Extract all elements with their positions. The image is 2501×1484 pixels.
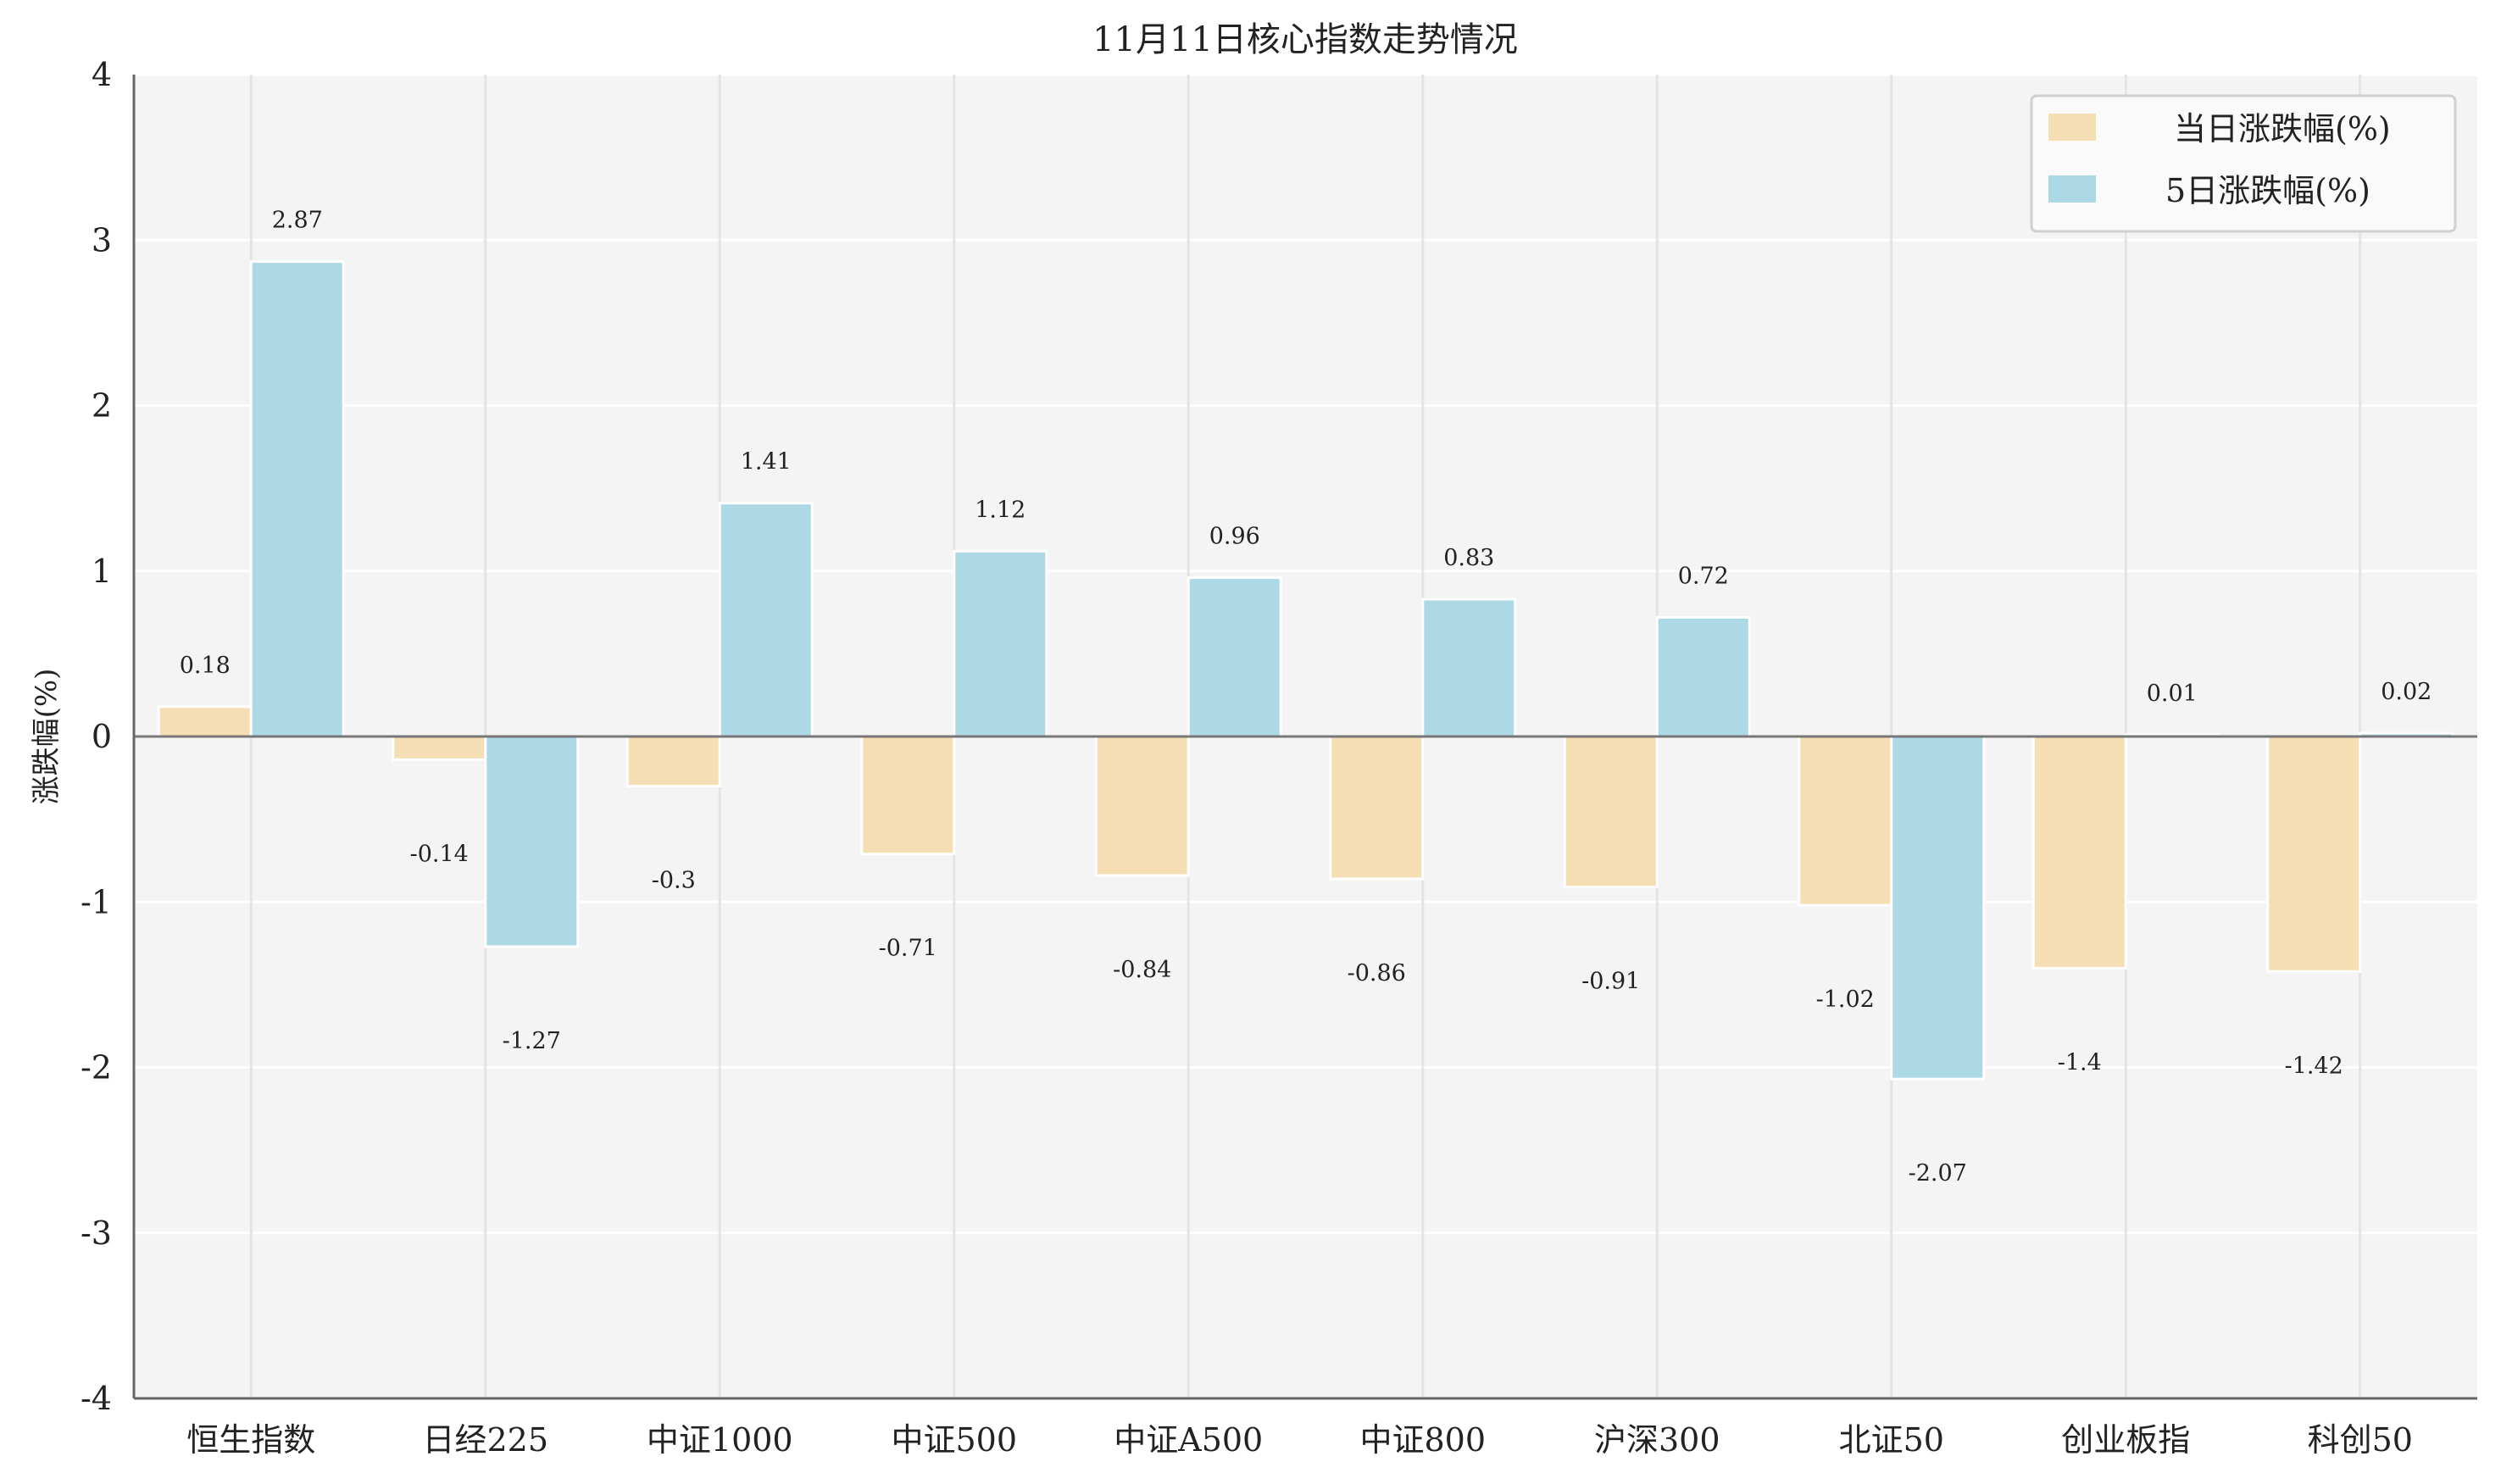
bar-daily bbox=[157, 705, 253, 738]
data-label: -0.86 bbox=[1348, 960, 1406, 987]
legend-swatch-5day bbox=[2048, 175, 2096, 203]
bar-5day bbox=[1655, 615, 1751, 738]
data-label: -1.27 bbox=[503, 1028, 561, 1054]
bar-daily bbox=[1329, 735, 1425, 881]
bar-5day bbox=[1421, 597, 1517, 738]
legend-swatch-daily bbox=[2048, 114, 2096, 141]
bar-5day bbox=[1187, 576, 1282, 738]
x-tick-label: 创业板指 bbox=[2061, 1421, 2190, 1459]
bar-5day bbox=[484, 735, 580, 948]
data-label: 0.01 bbox=[2147, 681, 2198, 707]
data-label: -1.42 bbox=[2285, 1053, 2343, 1079]
data-label: 0.18 bbox=[180, 653, 231, 679]
bar-5day bbox=[953, 549, 1048, 738]
x-tick-label: 科创50 bbox=[2308, 1421, 2413, 1459]
x-tick-label: 中证800 bbox=[1359, 1421, 1486, 1459]
y-tick-label: -3 bbox=[81, 1214, 112, 1252]
y-tick-label: -2 bbox=[81, 1049, 112, 1087]
data-label: -0.71 bbox=[879, 936, 937, 962]
y-tick-label: 2 bbox=[92, 387, 112, 425]
data-label: 0.96 bbox=[1209, 524, 1260, 550]
x-tick-label: 中证1000 bbox=[647, 1421, 793, 1459]
bar-daily bbox=[1798, 735, 1893, 907]
legend: 当日涨跌幅(%) 5日涨跌幅(%) bbox=[2030, 94, 2457, 233]
y-tick-label: 0 bbox=[92, 718, 112, 755]
legend-label-5day: 5日涨跌幅(%) bbox=[2165, 172, 2370, 209]
x-tick-label: 日经225 bbox=[422, 1421, 548, 1459]
x-tick-label: 沪深300 bbox=[1594, 1421, 1720, 1459]
bar-5day bbox=[1890, 735, 1986, 1081]
x-tick-label: 中证A500 bbox=[1114, 1421, 1263, 1459]
legend-box bbox=[2030, 94, 2457, 233]
data-labels: 0.18 -0.14 -0.3 -0.71 -0.84 -0.86 -0.91 -1.02 -1… bbox=[180, 208, 2432, 1187]
x-tick-label: 恒生指数 bbox=[186, 1421, 315, 1459]
x-tick-label: 中证500 bbox=[891, 1421, 1017, 1459]
bar-daily bbox=[2031, 735, 2127, 970]
data-label: -0.84 bbox=[1113, 957, 1171, 983]
data-label: -0.91 bbox=[1581, 969, 1640, 995]
legend-label-daily: 当日涨跌幅(%) bbox=[2174, 110, 2391, 147]
bar-daily bbox=[625, 735, 721, 788]
data-label: -1.02 bbox=[1816, 987, 1875, 1013]
chart-title: 11月11日核心指数走势情况 bbox=[1092, 20, 1518, 59]
y-tick-label: -4 bbox=[81, 1380, 112, 1417]
data-label: 1.12 bbox=[975, 497, 1025, 523]
x-tick-label: 北证50 bbox=[1839, 1421, 1944, 1459]
y-tick-label: 3 bbox=[92, 221, 112, 258]
bar-daily bbox=[860, 735, 956, 856]
y-tick-label: -1 bbox=[81, 883, 112, 920]
data-label: -1.4 bbox=[2058, 1049, 2102, 1075]
axes: -4 -3 -2 -1 0 1 2 3 4 恒生指数 日经225 中证1000 中证500 中证A500 中… bbox=[81, 56, 2477, 1459]
data-label: -0.14 bbox=[410, 841, 469, 867]
bar-5day bbox=[718, 502, 814, 738]
y-tick-label: 4 bbox=[92, 56, 112, 93]
data-label: 0.72 bbox=[1678, 563, 1729, 589]
y-tick-label: 1 bbox=[92, 553, 112, 590]
data-label: 0.83 bbox=[1443, 545, 1494, 571]
data-label: -2.07 bbox=[1909, 1160, 1967, 1187]
bar-daily bbox=[1563, 735, 1659, 889]
data-label: -0.3 bbox=[652, 868, 696, 894]
data-label: 0.02 bbox=[2381, 679, 2432, 705]
bar-daily bbox=[2266, 735, 2362, 973]
y-axis-label: 涨跌幅(%) bbox=[30, 669, 64, 805]
data-label: 1.41 bbox=[741, 449, 792, 475]
bar-daily bbox=[392, 735, 487, 761]
data-label: 2.87 bbox=[272, 208, 323, 234]
bars bbox=[157, 260, 2454, 1081]
bar-5day bbox=[249, 260, 345, 738]
bar-daily bbox=[1094, 735, 1190, 877]
